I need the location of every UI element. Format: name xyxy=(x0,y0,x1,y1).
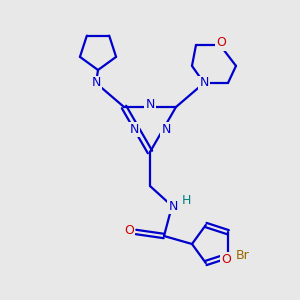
Text: N: N xyxy=(199,76,209,89)
Text: O: O xyxy=(221,253,231,266)
Text: O: O xyxy=(216,37,226,50)
Text: N: N xyxy=(91,76,101,89)
Text: O: O xyxy=(124,224,134,238)
Text: N: N xyxy=(129,123,139,136)
Text: N: N xyxy=(168,200,178,212)
Text: H: H xyxy=(181,194,191,206)
Text: N: N xyxy=(145,98,155,112)
Text: Br: Br xyxy=(235,249,249,262)
Text: N: N xyxy=(161,123,171,136)
